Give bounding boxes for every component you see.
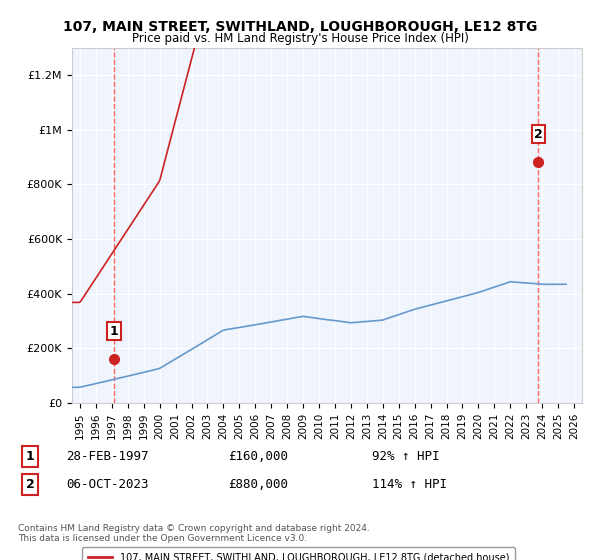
Text: 2: 2 xyxy=(26,478,34,491)
Legend: 107, MAIN STREET, SWITHLAND, LOUGHBOROUGH, LE12 8TG (detached house), HPI: Avera: 107, MAIN STREET, SWITHLAND, LOUGHBOROUG… xyxy=(82,547,515,560)
Text: £880,000: £880,000 xyxy=(228,478,288,491)
Text: 1: 1 xyxy=(26,450,34,463)
Text: 06-OCT-2023: 06-OCT-2023 xyxy=(66,478,149,491)
Text: Price paid vs. HM Land Registry's House Price Index (HPI): Price paid vs. HM Land Registry's House … xyxy=(131,32,469,45)
Text: 92% ↑ HPI: 92% ↑ HPI xyxy=(372,450,439,463)
Text: 2: 2 xyxy=(534,128,543,141)
Text: 114% ↑ HPI: 114% ↑ HPI xyxy=(372,478,447,491)
Text: 28-FEB-1997: 28-FEB-1997 xyxy=(66,450,149,463)
Text: £160,000: £160,000 xyxy=(228,450,288,463)
Text: 107, MAIN STREET, SWITHLAND, LOUGHBOROUGH, LE12 8TG: 107, MAIN STREET, SWITHLAND, LOUGHBOROUG… xyxy=(63,20,537,34)
Text: Contains HM Land Registry data © Crown copyright and database right 2024.
This d: Contains HM Land Registry data © Crown c… xyxy=(18,524,370,543)
Text: 1: 1 xyxy=(110,325,119,338)
